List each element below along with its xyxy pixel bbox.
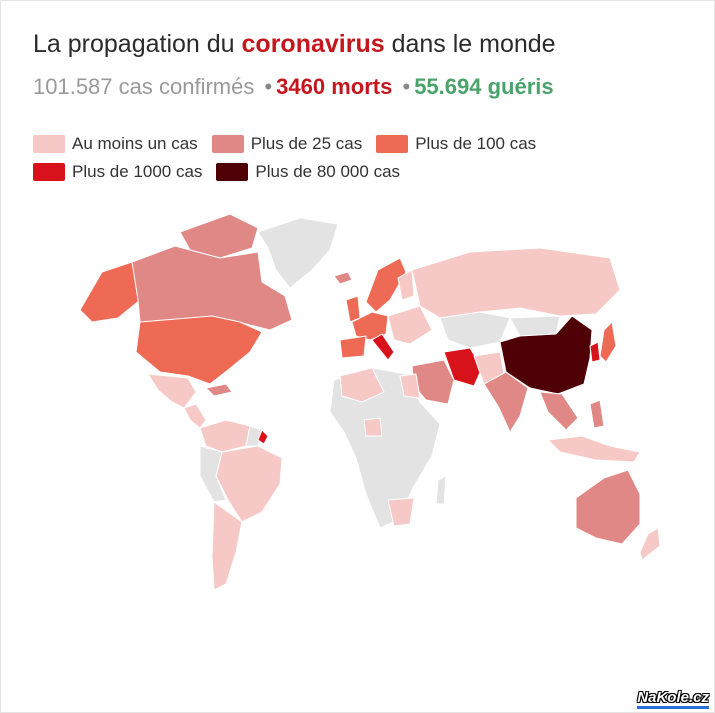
country-northern-south-america <box>199 419 251 453</box>
country-eastern-europe <box>387 305 433 345</box>
country-usa <box>135 315 263 385</box>
country-french-guiana <box>257 429 269 445</box>
legend-row-2: Plus de 1000 cas Plus de 80 000 cas <box>33 158 693 186</box>
country-scandinavia <box>365 257 407 313</box>
country-madagascar <box>435 475 447 505</box>
country-north-africa <box>339 367 385 403</box>
country-iran <box>443 347 483 387</box>
country-australia <box>575 469 641 545</box>
legend-item-over-1000: Plus de 1000 cas <box>33 162 202 182</box>
legend-label: Plus de 100 cas <box>415 134 537 153</box>
country-egypt <box>399 373 421 399</box>
country-central-asia <box>439 311 511 349</box>
country-japan <box>599 321 617 363</box>
country-china <box>499 315 593 395</box>
country-alaska <box>79 261 141 323</box>
country-italy <box>371 333 395 361</box>
country-spain <box>339 335 367 359</box>
legend-swatch <box>33 135 65 153</box>
country-finland <box>397 269 415 301</box>
confirmed-count: 101.587 cas confirmés <box>33 74 255 99</box>
legend-label: Au moins un cas <box>72 134 198 153</box>
legend-swatch <box>211 135 244 153</box>
stats-separator-1: • <box>264 74 273 99</box>
legend-label: Plus de 1000 cas <box>72 162 203 181</box>
country-central-america <box>183 403 207 429</box>
country-new-zealand <box>639 527 661 561</box>
page-title: La propagation du coronavirus dans le mo… <box>33 30 556 58</box>
country-iceland <box>333 271 353 285</box>
stats-line: 101.587 cas confirmés • 3460 morts • 55.69… <box>33 74 554 100</box>
country-philippines <box>589 399 605 429</box>
country-greenland <box>257 217 339 289</box>
legend: Au moins un cas Plus de 25 cas Plus de 1… <box>33 130 693 186</box>
legend-item-over-25: Plus de 25 cas <box>211 134 363 154</box>
legend-label: Plus de 25 cas <box>250 134 363 153</box>
country-south-africa <box>387 497 415 527</box>
legend-swatch <box>33 163 65 181</box>
country-caribbean <box>205 383 233 397</box>
deaths-count: 3460 morts <box>276 74 393 99</box>
country-andes <box>199 445 227 503</box>
world-map <box>79 213 661 591</box>
legend-swatch <box>216 163 249 181</box>
stats-separator-2: • <box>402 74 411 99</box>
country-nigeria <box>363 417 383 437</box>
country-indonesia <box>547 435 641 463</box>
country-mongolia <box>509 315 561 337</box>
country-southeast-asia <box>539 391 579 431</box>
country-uk <box>345 295 361 323</box>
country-mexico <box>147 373 197 409</box>
legend-item-at-least-one: Au moins un cas <box>33 134 198 154</box>
title-highlight: coronavirus <box>241 30 385 58</box>
country-southern-cone <box>211 501 243 591</box>
country-india <box>483 371 529 433</box>
watermark-logo: NaKole.cz <box>637 689 709 709</box>
legend-item-over-100: Plus de 100 cas <box>376 134 536 154</box>
legend-label: Plus de 80 000 cas <box>255 162 401 181</box>
cured-count: 55.694 guéris <box>414 74 554 99</box>
legend-row-1: Au moins un cas Plus de 25 cas Plus de 1… <box>33 130 693 158</box>
country-western-europe <box>351 311 389 341</box>
legend-item-over-80000: Plus de 80 000 cas <box>216 162 400 182</box>
country-south-korea <box>589 341 601 363</box>
legend-swatch <box>376 135 409 153</box>
country-brazil <box>215 445 283 523</box>
country-russia <box>411 247 621 319</box>
